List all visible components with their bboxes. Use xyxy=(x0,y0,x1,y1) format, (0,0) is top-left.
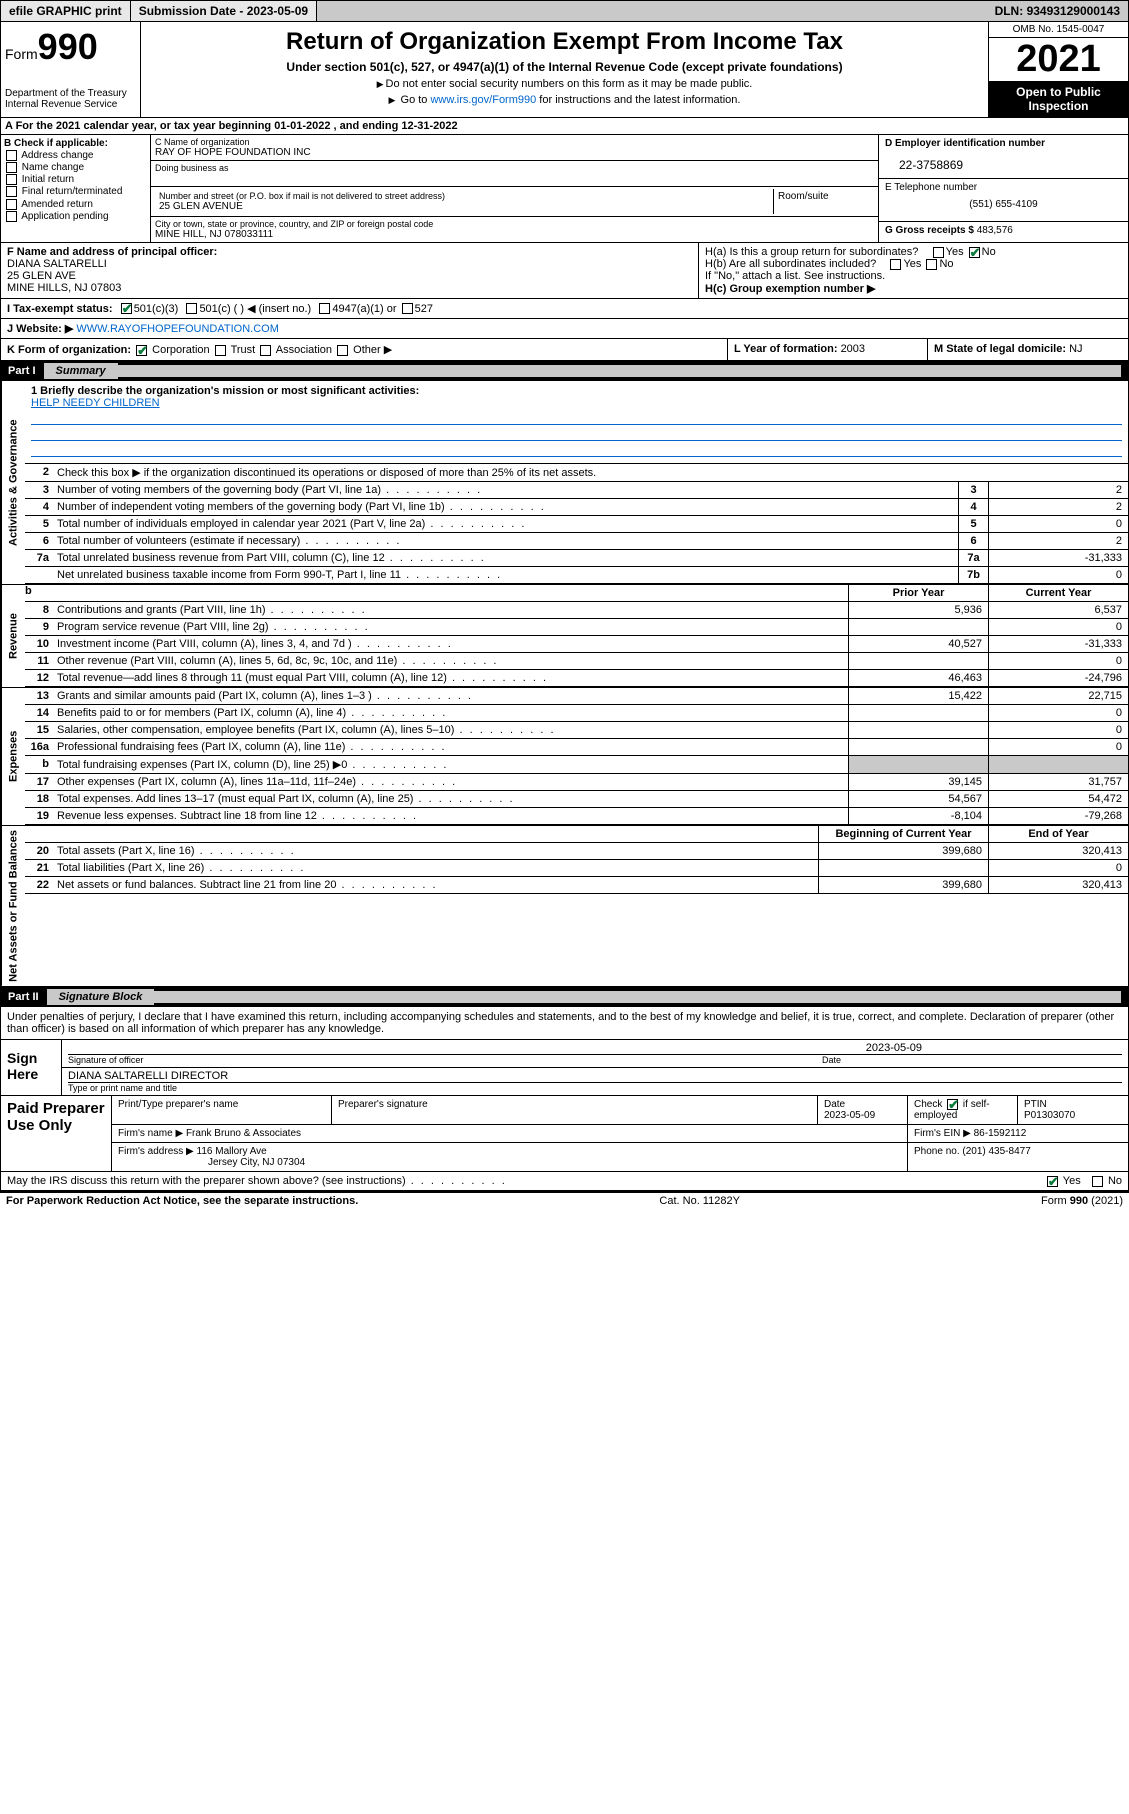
line-12: 12Total revenue—add lines 8 through 11 (… xyxy=(25,670,1128,687)
line-15: 15Salaries, other compensation, employee… xyxy=(25,722,1128,739)
sig-date-value: 2023-05-09 xyxy=(68,1042,1122,1054)
room-suite-label: Room/suite xyxy=(774,189,874,214)
vlabel-revenue: Revenue xyxy=(1,585,25,687)
vlabel-net-assets: Net Assets or Fund Balances xyxy=(1,826,25,986)
org-name-row: C Name of organization RAY OF HOPE FOUND… xyxy=(151,135,878,161)
form-subtitle: Under section 501(c), 527, or 4947(a)(1)… xyxy=(147,60,982,74)
line-14: 14Benefits paid to or for members (Part … xyxy=(25,705,1128,722)
col-b-checkboxes: B Check if applicable: Address change Na… xyxy=(1,135,151,242)
line-9: 9Program service revenue (Part VIII, lin… xyxy=(25,619,1128,636)
h-c: H(c) Group exemption number ▶ xyxy=(705,282,1122,295)
line-10: 10Investment income (Part VIII, column (… xyxy=(25,636,1128,653)
dln: DLN: 93493129000143 xyxy=(987,1,1128,21)
ssn-warning: Do not enter social security numbers on … xyxy=(147,78,982,90)
checkbox-final-return-terminated[interactable]: Final return/terminated xyxy=(4,186,147,197)
street-address: 25 GLEN AVENUE xyxy=(159,201,769,212)
efile-print-button[interactable]: efile GRAPHIC print xyxy=(1,1,131,21)
part-2-header: Part II Signature Block xyxy=(0,987,1129,1007)
mission-block: 1 Briefly describe the organization's mi… xyxy=(25,381,1128,464)
city-state-zip: MINE HILL, NJ 078033111 xyxy=(155,229,874,240)
ein-label: D Employer identification number xyxy=(879,135,1128,152)
h-a: H(a) Is this a group return for subordin… xyxy=(705,246,1122,258)
line-b: bTotal fundraising expenses (Part IX, co… xyxy=(25,756,1128,774)
row-i-tax-status: I Tax-exempt status: 501(c)(3) 501(c) ( … xyxy=(0,299,1129,319)
row-j-website: J Website: ▶ WWW.RAYOFHOPEFOUNDATION.COM xyxy=(0,319,1129,339)
paid-preparer-label: Paid Preparer Use Only xyxy=(1,1096,111,1171)
instructions-link-line: Go to www.irs.gov/Form990 for instructio… xyxy=(147,94,982,106)
officer-addr2: MINE HILLS, NJ 07803 xyxy=(7,282,692,294)
address-row: Number and street (or P.O. box if mail i… xyxy=(151,187,878,217)
dba-row: Doing business as xyxy=(151,161,878,187)
open-inspection: Open to Public Inspection xyxy=(989,81,1128,117)
gross-receipts: G Gross receipts $ 483,576 xyxy=(879,221,1128,239)
officer-addr1: 25 GLEN AVE xyxy=(7,270,692,282)
row-f-h: F Name and address of principal officer:… xyxy=(0,243,1129,299)
h-b: H(b) Are all subordinates included? Yes … xyxy=(705,258,1122,270)
paid-preparer-block: Paid Preparer Use Only Print/Type prepar… xyxy=(1,1095,1128,1171)
sign-here-label: Sign Here xyxy=(1,1040,61,1095)
officer-signature-name: DIANA SALTARELLI DIRECTOR xyxy=(68,1070,1122,1082)
h-b-note: If "No," attach a list. See instructions… xyxy=(705,270,1122,282)
checkbox-amended-return[interactable]: Amended return xyxy=(4,199,147,210)
row-k-l-m: K Form of organization: Corporation Trus… xyxy=(0,339,1129,361)
form-number: Form990 xyxy=(5,26,136,68)
org-name: RAY OF HOPE FOUNDATION INC xyxy=(155,147,874,158)
omb-number: OMB No. 1545-0047 xyxy=(989,22,1128,38)
line-8: 8Contributions and grants (Part VIII, li… xyxy=(25,602,1128,619)
city-row: City or town, state or province, country… xyxy=(151,217,878,242)
expenses-section: Expenses 13Grants and similar amounts pa… xyxy=(0,687,1129,825)
telephone-value: (551) 655-4109 xyxy=(879,196,1128,213)
line-22: 22Net assets or fund balances. Subtract … xyxy=(25,877,1128,894)
block-b-c-d: B Check if applicable: Address change Na… xyxy=(0,135,1129,243)
part-1-header: Part I Summary xyxy=(0,361,1129,381)
dept-treasury: Department of the Treasury Internal Reve… xyxy=(5,88,136,110)
revenue-section: Revenue bPrior YearCurrent Year 8Contrib… xyxy=(0,584,1129,687)
checkbox-initial-return[interactable]: Initial return xyxy=(4,174,147,185)
website-link[interactable]: WWW.RAYOFHOPEFOUNDATION.COM xyxy=(76,323,278,335)
line-19: 19Revenue less expenses. Subtract line 1… xyxy=(25,808,1128,825)
line-17: 17Other expenses (Part IX, column (A), l… xyxy=(25,774,1128,791)
form-header: Form990 Department of the Treasury Inter… xyxy=(0,22,1129,118)
submission-date: Submission Date - 2023-05-09 xyxy=(131,1,317,21)
signature-block: Under penalties of perjury, I declare th… xyxy=(0,1007,1129,1172)
net-assets-section: Net Assets or Fund Balances Beginning of… xyxy=(0,825,1129,987)
checkbox-address-change[interactable]: Address change xyxy=(4,150,147,161)
ein-value: 22-3758869 xyxy=(879,152,1128,178)
line-21: 21Total liabilities (Part X, line 26)0 xyxy=(25,860,1128,877)
line-18: 18Total expenses. Add lines 13–17 (must … xyxy=(25,791,1128,808)
form-title: Return of Organization Exempt From Incom… xyxy=(147,28,982,56)
signature-declaration: Under penalties of perjury, I declare th… xyxy=(1,1007,1128,1040)
vlabel-governance: Activities & Governance xyxy=(1,381,25,584)
irs-link[interactable]: www.irs.gov/Form990 xyxy=(430,94,536,106)
vlabel-expenses: Expenses xyxy=(1,688,25,825)
checkbox-application-pending[interactable]: Application pending xyxy=(4,211,147,222)
page-footer: For Paperwork Reduction Act Notice, see … xyxy=(0,1191,1129,1209)
section-a-tax-year: A For the 2021 calendar year, or tax yea… xyxy=(0,118,1129,135)
discuss-row: May the IRS discuss this return with the… xyxy=(0,1172,1129,1191)
telephone-label: E Telephone number xyxy=(879,178,1128,196)
governance-section: Activities & Governance 1 Briefly descri… xyxy=(0,381,1129,584)
mission-text[interactable]: HELP NEEDY CHILDREN xyxy=(31,397,160,409)
line-11: 11Other revenue (Part VIII, column (A), … xyxy=(25,653,1128,670)
line-16a: 16aProfessional fundraising fees (Part I… xyxy=(25,739,1128,756)
tax-year: 2021 xyxy=(989,38,1128,81)
checkbox-name-change[interactable]: Name change xyxy=(4,162,147,173)
topbar: efile GRAPHIC print Submission Date - 20… xyxy=(0,0,1129,22)
officer-name: DIANA SALTARELLI xyxy=(7,258,692,270)
line-20: 20Total assets (Part X, line 16)399,6803… xyxy=(25,843,1128,860)
line-13: 13Grants and similar amounts paid (Part … xyxy=(25,688,1128,705)
